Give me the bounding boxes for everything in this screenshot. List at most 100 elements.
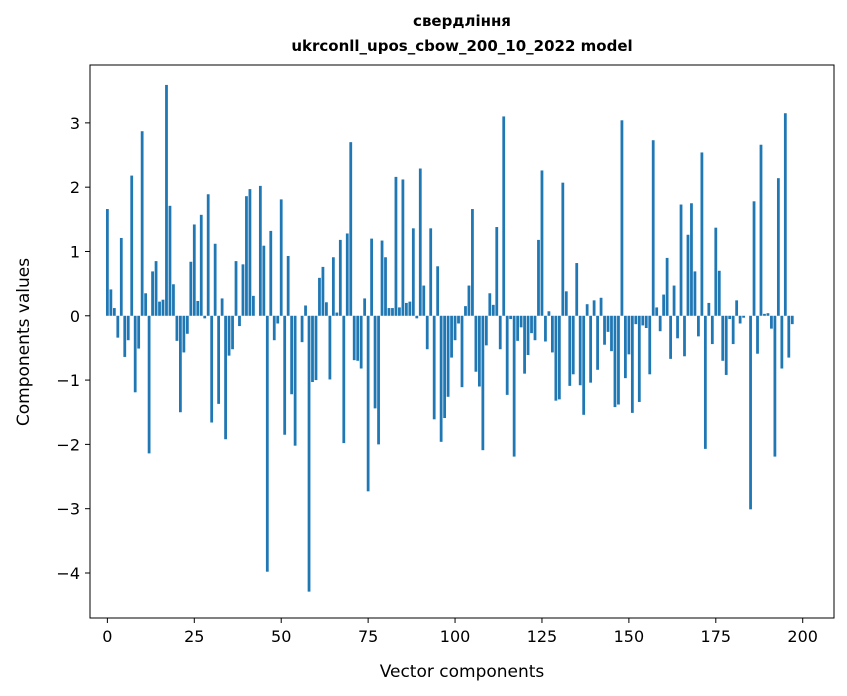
x-tick-label: 150 bbox=[614, 627, 645, 646]
bar bbox=[290, 315, 294, 395]
bar bbox=[432, 315, 436, 420]
x-tick-label: 125 bbox=[527, 627, 558, 646]
bar bbox=[349, 142, 353, 316]
bar bbox=[370, 238, 373, 316]
bar bbox=[488, 293, 492, 316]
bar bbox=[241, 264, 245, 316]
bar bbox=[484, 315, 488, 346]
bar bbox=[783, 113, 787, 316]
bar bbox=[133, 315, 137, 393]
bar bbox=[158, 301, 161, 316]
bar bbox=[387, 308, 391, 316]
bar bbox=[557, 315, 561, 400]
bar bbox=[262, 245, 266, 316]
bar bbox=[655, 307, 659, 316]
bar bbox=[481, 315, 485, 451]
y-tick-label: −1 bbox=[56, 371, 80, 390]
bar bbox=[422, 285, 426, 316]
bar bbox=[429, 228, 433, 316]
bar bbox=[669, 315, 672, 359]
bar bbox=[338, 239, 342, 316]
y-axis-label: Components values bbox=[14, 258, 34, 426]
bar bbox=[637, 315, 641, 402]
bar bbox=[651, 140, 655, 316]
bar bbox=[617, 315, 620, 405]
bar bbox=[453, 315, 457, 341]
bar bbox=[627, 315, 631, 355]
bar bbox=[335, 312, 339, 316]
x-axis-ticks: 0 25 50 75 100 125 150 175 200 bbox=[102, 618, 818, 646]
bar bbox=[770, 315, 773, 329]
bar bbox=[165, 84, 168, 316]
bar bbox=[328, 315, 332, 380]
bar bbox=[575, 263, 579, 316]
bar bbox=[206, 194, 210, 316]
bar bbox=[710, 315, 714, 345]
bar bbox=[790, 315, 794, 325]
bar bbox=[140, 131, 144, 316]
bar bbox=[714, 227, 718, 316]
bar bbox=[526, 315, 530, 355]
bar bbox=[436, 266, 440, 316]
bar bbox=[293, 315, 297, 446]
bar bbox=[683, 315, 686, 357]
bar bbox=[644, 315, 648, 328]
bar bbox=[199, 214, 203, 316]
bar bbox=[321, 266, 325, 316]
bar bbox=[731, 315, 735, 345]
bar bbox=[245, 196, 248, 316]
bar bbox=[780, 315, 784, 369]
bar bbox=[418, 168, 422, 316]
bar bbox=[624, 315, 627, 379]
bar bbox=[697, 315, 700, 337]
bar bbox=[467, 285, 471, 316]
bar bbox=[252, 295, 255, 316]
bar bbox=[359, 315, 363, 369]
bar bbox=[568, 315, 572, 386]
bar bbox=[196, 300, 200, 316]
bar bbox=[377, 315, 380, 445]
bar bbox=[213, 243, 217, 316]
bar bbox=[658, 315, 662, 332]
bar bbox=[662, 294, 666, 316]
bar bbox=[690, 203, 693, 316]
bar bbox=[446, 315, 450, 397]
x-tick-label: 50 bbox=[271, 627, 291, 646]
bar bbox=[471, 209, 474, 316]
bar bbox=[735, 300, 739, 316]
bar bbox=[676, 315, 679, 339]
bar bbox=[505, 315, 509, 395]
y-tick-label: 2 bbox=[70, 178, 80, 197]
bar bbox=[318, 277, 321, 316]
bar bbox=[192, 224, 196, 316]
bar bbox=[189, 261, 193, 316]
bar bbox=[530, 315, 533, 334]
bar bbox=[227, 315, 231, 356]
bar bbox=[540, 170, 544, 316]
bar bbox=[304, 305, 307, 316]
bar bbox=[398, 307, 401, 316]
bar bbox=[498, 315, 502, 350]
bar bbox=[582, 315, 586, 415]
bar bbox=[703, 315, 707, 449]
bar bbox=[606, 315, 610, 332]
bar bbox=[352, 315, 356, 361]
bar bbox=[126, 315, 130, 341]
bar bbox=[495, 227, 499, 316]
bar bbox=[752, 201, 756, 316]
bar bbox=[585, 304, 589, 316]
bar bbox=[613, 315, 617, 408]
bar bbox=[172, 284, 175, 316]
bar bbox=[401, 179, 405, 316]
bar bbox=[724, 315, 728, 375]
bar bbox=[787, 315, 791, 358]
bar bbox=[551, 315, 554, 353]
bar bbox=[224, 315, 227, 440]
bar bbox=[742, 315, 745, 318]
y-tick-label: −4 bbox=[56, 564, 80, 583]
bar bbox=[168, 205, 172, 316]
bar bbox=[119, 237, 123, 316]
bar bbox=[523, 315, 526, 374]
x-axis-label: Vector components bbox=[380, 662, 545, 682]
